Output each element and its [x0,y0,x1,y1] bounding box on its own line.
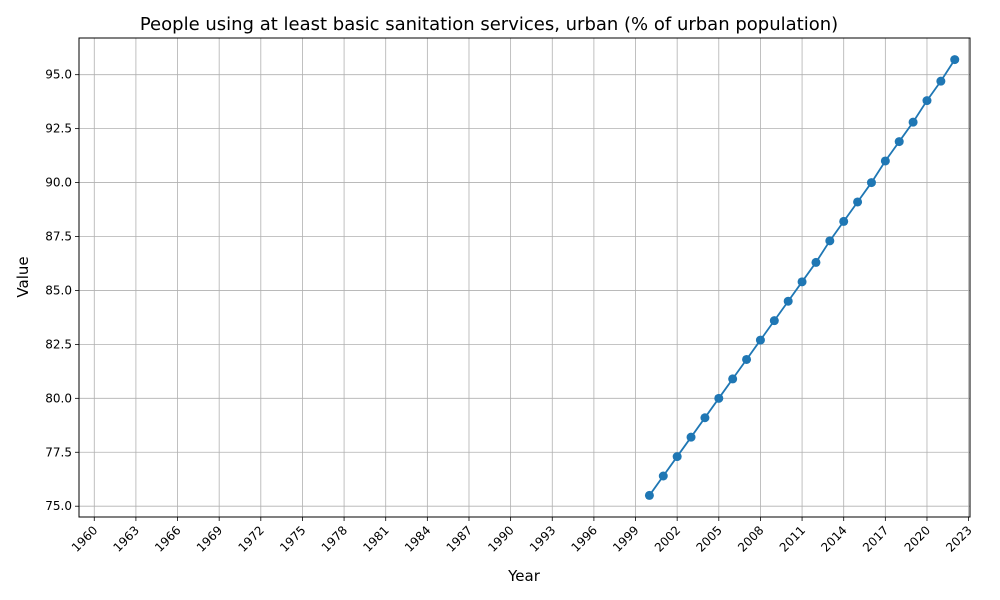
data-point [755,335,765,345]
x-tick-label: 1987 [444,523,475,554]
y-tick-label: 95.0 [45,68,72,82]
x-tick-label: 1960 [69,523,100,554]
x-tick-label: 1999 [610,523,641,554]
x-tick-label: 1993 [527,523,558,554]
y-tick-label: 87.5 [45,230,72,244]
x-axis: 1960 1963 1966 1969 1972 1975 1978 1981 1984 1987… [69,517,975,555]
data-point [950,55,960,65]
plot-area [78,37,971,518]
x-tick-label: 2023 [943,523,974,554]
x-tick-label: 2020 [902,523,933,554]
data-point [922,96,932,106]
x-tick-label: 2002 [652,523,683,554]
data-point [811,257,821,267]
data-point [908,117,918,127]
data-point [714,393,724,403]
data-point [825,236,835,246]
data-point [880,156,890,166]
y-tick-label: 75.0 [45,499,72,513]
x-tick-label: 1966 [152,523,183,554]
data-point [672,452,682,462]
x-tick-label: 2011 [777,523,808,554]
y-tick-label: 82.5 [45,337,72,351]
data-point [936,76,946,86]
x-tick-label: 1963 [111,523,142,554]
x-tick-label: 1990 [485,523,516,554]
y-tick-label: 80.0 [45,391,72,405]
y-axis: 75.0 77.5 80.0 82.5 85.0 87.5 90.0 92.5 95.0 [45,68,79,513]
data-point [644,490,654,500]
data-point [700,413,710,423]
data-point [866,178,876,188]
data-point [686,432,696,442]
data-point [728,374,738,384]
chart-title: People using at least basic sanitation s… [140,14,838,35]
data-point [769,316,779,326]
data-point [658,471,668,481]
x-tick-label: 1969 [194,523,225,554]
x-tick-label: 2017 [860,523,891,554]
grid-lines [79,38,970,517]
x-tick-label: 2008 [735,523,766,554]
series-layer [644,55,960,500]
data-point [839,216,849,226]
x-tick-label: 1972 [235,523,266,554]
x-tick-label: 1996 [569,523,600,554]
data-point [853,197,863,207]
x-tick-label: 2005 [693,523,724,554]
data-point [783,296,793,306]
x-tick-label: 1978 [319,523,350,554]
y-tick-label: 90.0 [45,176,72,190]
data-point [894,137,904,147]
x-tick-label: 2014 [818,523,849,554]
y-axis-title: Value [14,256,32,297]
y-tick-label: 92.5 [45,122,72,136]
data-point [742,354,752,364]
x-tick-label: 1984 [402,523,433,554]
x-tick-label: 1975 [277,523,308,554]
y-tick-label: 85.0 [45,283,72,297]
data-point [797,277,807,287]
y-tick-label: 77.5 [45,445,72,459]
x-tick-label: 1981 [360,523,391,554]
x-axis-title: Year [507,567,541,585]
